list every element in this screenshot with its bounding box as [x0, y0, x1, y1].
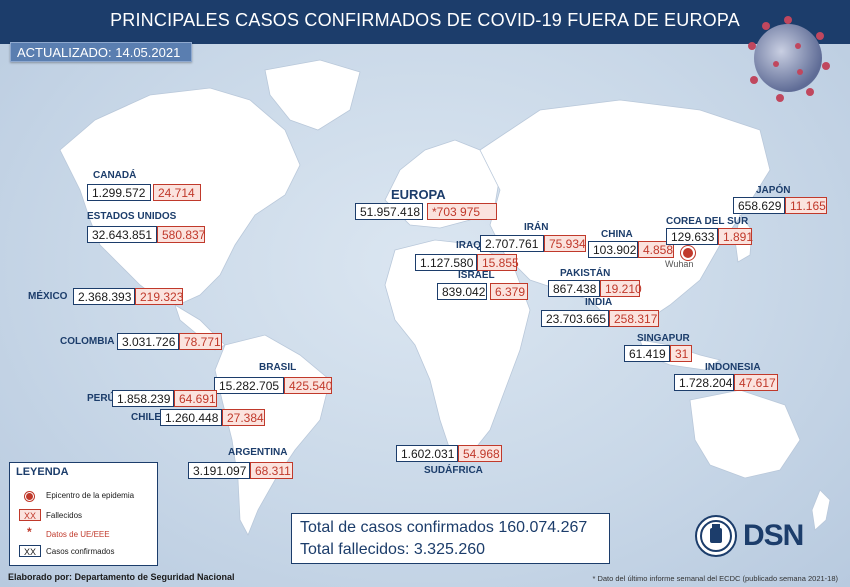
country-name-china: CHINA	[601, 229, 633, 240]
coat-of-arms-icon	[695, 515, 737, 557]
country-name-europa: EUROPA	[391, 187, 446, 202]
totals-box: Total de casos confirmados 160.074.267 T…	[291, 513, 610, 564]
updated-badge: ACTUALIZADO: 14.05.2021	[10, 42, 192, 62]
new-zealand-landmass	[811, 489, 831, 531]
footer-credit: Elaborado por: Departamento de Seguridad…	[8, 572, 235, 582]
cases-singapur: 61.419	[624, 345, 670, 362]
cases-pakistan: 867.438	[548, 280, 600, 297]
legend-ue-symbol: *	[27, 525, 32, 539]
cases-chile: 1.260.448	[160, 409, 222, 426]
deaths-usa: 580.837	[157, 226, 205, 243]
deaths-argentina: 68.311	[250, 462, 293, 479]
country-name-corea: COREA DEL SUR	[666, 216, 749, 227]
cases-iran: 2.707.761	[480, 235, 544, 252]
country-name-israel: ISRAEL	[458, 270, 495, 281]
legend-epicenter-label: Epicentro de la epidemia	[46, 491, 135, 500]
deaths-iraq: 15.855	[477, 254, 519, 271]
total-cases: Total de casos confirmados 160.074.267	[300, 519, 588, 536]
deaths-pakistan: 19.210	[600, 280, 642, 297]
deaths-brasil: 425.540	[284, 377, 332, 394]
coronavirus-icon	[748, 16, 830, 102]
greenland-landmass	[264, 59, 361, 131]
deaths-singapur: 31	[670, 345, 692, 362]
country-name-usa: ESTADOS UNIDOS	[87, 211, 177, 222]
legend-ue-label: Datos de UE/EEE	[46, 530, 110, 539]
deaths-sudafrica: 54.968	[458, 445, 502, 462]
country-name-india: INDIA	[585, 297, 613, 308]
country-name-canada: CANADÁ	[93, 170, 137, 181]
header-bar	[0, 0, 850, 44]
country-name-sudafrica: SUDÁFRICA	[424, 465, 483, 476]
country-name-mexico: MÉXICO	[28, 291, 68, 302]
cases-israel: 839.042	[437, 283, 487, 300]
country-name-chile: CHILE	[131, 412, 161, 423]
country-name-singapur: SINGAPUR	[637, 333, 690, 344]
country-name-japon: JAPÓN	[756, 185, 791, 196]
cases-usa: 32.643.851	[87, 226, 157, 243]
cases-brasil: 15.282.705	[214, 377, 284, 394]
australia-landmass	[689, 389, 801, 479]
deaths-peru: 64.691	[174, 390, 217, 407]
updated-date: 14.05.2021	[115, 45, 181, 60]
page-title: PRINCIPALES CASOS CONFIRMADOS DE COVID-1…	[110, 10, 740, 30]
legend-cases-swatch: XX	[19, 545, 41, 557]
cases-corea: 129.633	[666, 228, 718, 245]
legend-deaths-swatch: XX	[19, 509, 41, 521]
cases-sudafrica: 1.602.031	[396, 445, 458, 462]
cases-japon: 658.629	[733, 197, 785, 214]
cases-iraq: 1.127.580	[415, 254, 477, 271]
deaths-corea: 1.891	[718, 228, 753, 245]
city-name-wuhan: Wuhan	[665, 259, 694, 269]
deaths-indonesia: 47.617	[734, 374, 778, 391]
cases-mexico: 2.368.393	[73, 288, 135, 305]
dsn-logo-text: DSN	[743, 519, 804, 552]
cases-colombia: 3.031.726	[117, 333, 179, 350]
deaths-iran: 75.934	[544, 235, 586, 252]
country-name-indonesia: INDONESIA	[705, 362, 761, 373]
country-name-brasil: BRASIL	[259, 362, 297, 373]
cases-china: 103.902	[588, 241, 638, 258]
cases-europa: 51.957.418	[355, 203, 423, 220]
legend-cases-label: Casos confirmados	[46, 547, 115, 556]
deaths-china: 4.858	[638, 241, 674, 258]
epicenter-marker	[681, 246, 695, 260]
cases-india: 23.703.665	[541, 310, 609, 327]
deaths-canada: 24.714	[153, 184, 201, 201]
country-name-argentina: ARGENTINA	[228, 447, 288, 458]
deaths-india: 258.317	[609, 310, 659, 327]
cases-peru: 1.858.239	[112, 390, 174, 407]
updated-label: ACTUALIZADO:	[17, 45, 112, 60]
legend-deaths-label: Fallecidos	[46, 511, 83, 520]
total-deaths: Total fallecidos: 3.325.260	[300, 541, 486, 558]
epicenter-legend-icon	[25, 492, 34, 501]
cases-indonesia: 1.728.204	[674, 374, 734, 391]
country-name-iran: IRÁN	[524, 222, 549, 233]
footer-note: * Dato del último informe semanal del EC…	[592, 574, 838, 583]
country-name-pakistan: PAKISTÁN	[560, 268, 611, 279]
country-name-colombia: COLOMBIA	[60, 336, 115, 347]
deaths-japon: 11.165	[785, 197, 827, 214]
deaths-mexico: 219.323	[135, 288, 183, 305]
deaths-europa: *703 975	[427, 203, 497, 220]
dsn-logo: DSN	[695, 515, 815, 563]
legend-title: LEYENDA	[16, 466, 69, 478]
deaths-chile: 27.384	[222, 409, 265, 426]
legend-box: LEYENDA Epicentro de la epidemia XX Fall…	[9, 462, 158, 566]
country-name-peru: PERÚ	[87, 393, 115, 404]
cases-canada: 1.299.572	[87, 184, 151, 201]
country-name-iraq: IRAQ	[456, 240, 481, 251]
deaths-israel: 6.379	[490, 283, 528, 300]
deaths-colombia: 78.771	[179, 333, 222, 350]
cases-argentina: 3.191.097	[188, 462, 250, 479]
